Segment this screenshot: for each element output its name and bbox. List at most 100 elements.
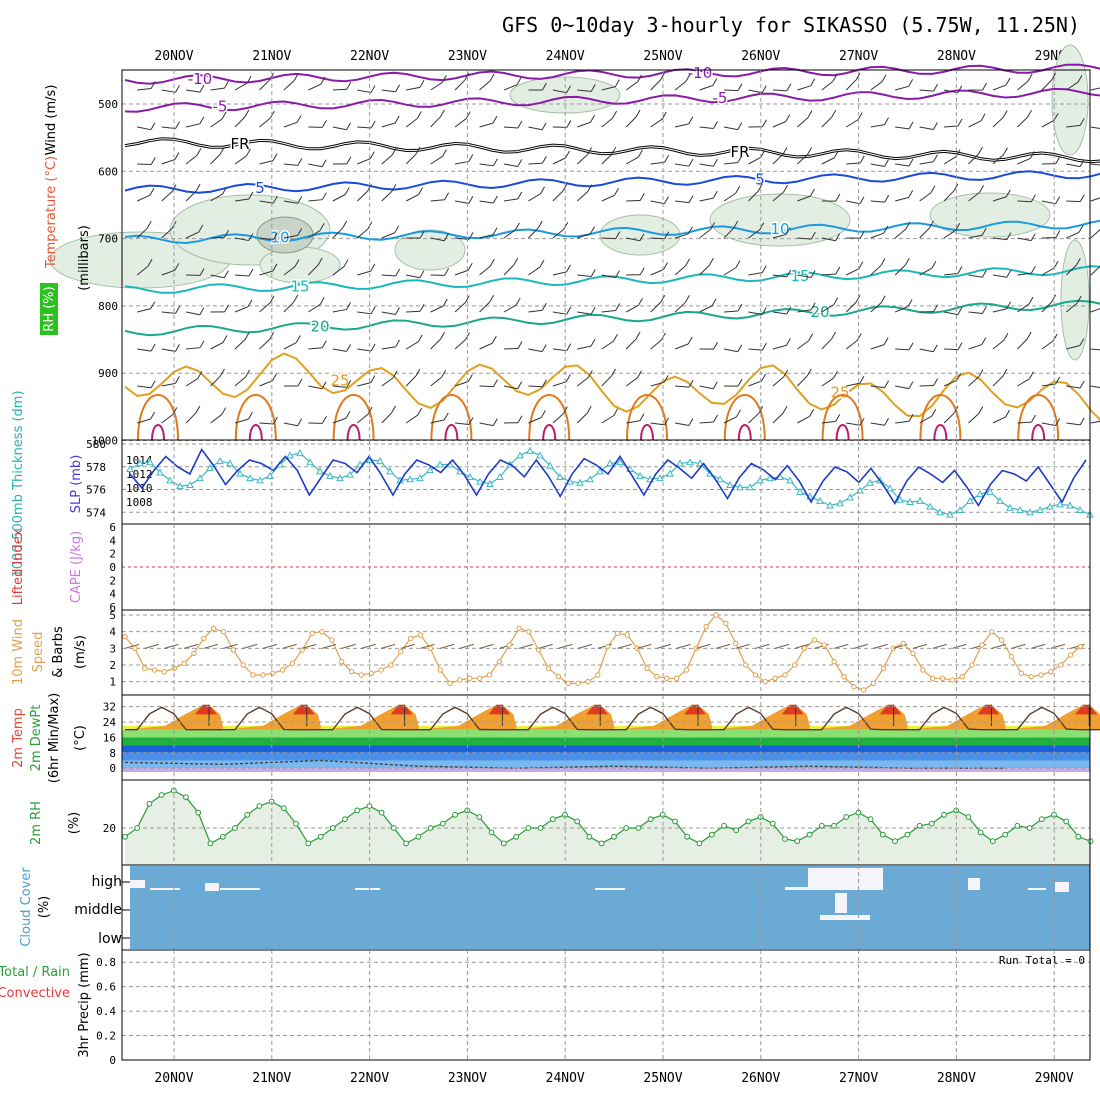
wind-barb-flag [566, 306, 572, 315]
surface-isotherm-warm [640, 424, 654, 441]
wind-barb [968, 191, 980, 202]
wind-barb-flag [417, 407, 423, 416]
surface-isotherm [332, 394, 375, 441]
isotherm-line [124, 63, 1100, 85]
wind-barb [137, 308, 151, 313]
thickness-point [796, 487, 804, 495]
wind-barb-flag [517, 381, 523, 390]
wind-barb-flag [932, 344, 938, 353]
rh2m-point [488, 829, 495, 836]
rh2m-point [378, 809, 385, 816]
surface-isotherm [234, 394, 277, 441]
wind-barb [161, 228, 173, 239]
wind10-point [585, 678, 591, 685]
wind10-point [358, 672, 365, 678]
rh2m-point [207, 840, 214, 847]
isotherm-label: 20 [310, 317, 329, 335]
wind10-point [851, 683, 857, 690]
thickness-point [1036, 505, 1044, 514]
wind10-point [930, 675, 936, 682]
wind-barb [1041, 267, 1055, 276]
rh2m-point [549, 816, 556, 823]
wind10-barb [164, 643, 179, 649]
wind-barb [357, 158, 371, 165]
wind10-point [122, 633, 128, 640]
wind-barb [650, 118, 663, 128]
wind-barb-flag [808, 333, 814, 341]
wind-barb-flag [344, 187, 350, 195]
wind10-barb [656, 643, 672, 649]
wind-barb-flag [712, 381, 718, 389]
wind-barb [674, 343, 689, 350]
wind-barb [943, 311, 958, 316]
wind-barb-flag [392, 370, 398, 379]
wind-barb [259, 160, 274, 165]
wind-barb-flag [248, 268, 254, 277]
wind-barb-flag [150, 301, 156, 309]
wind-barb [1090, 348, 1100, 351]
thickness-point [316, 467, 324, 475]
wind-barb [601, 237, 616, 240]
wind-barb [723, 192, 736, 202]
wind-barb-flag [639, 413, 645, 421]
wind-barb-flag [783, 184, 789, 193]
wind10-point [920, 667, 926, 673]
wind-barb [944, 125, 959, 128]
wind-barb-flag [541, 379, 547, 388]
wind10-barb [262, 643, 278, 649]
wind-barb [503, 347, 518, 350]
thickness-point [726, 480, 734, 488]
wind-barb-flag [615, 303, 621, 311]
wind-barb [601, 415, 614, 424]
wind-barb [381, 377, 394, 387]
wind-barb-flag [269, 332, 275, 340]
wind-barb-flag [614, 187, 619, 196]
wind10-point [870, 680, 877, 687]
wind-barb-flag [933, 304, 939, 312]
wind-barb [161, 414, 174, 424]
wind-barb [992, 237, 1007, 241]
thickness-point [896, 495, 904, 503]
wind-barb [430, 305, 444, 313]
wind-barb [283, 266, 296, 276]
rh2m-point [134, 825, 141, 831]
rh2m-point [329, 825, 336, 831]
wind-barb [405, 414, 418, 424]
wind-barb-flag [247, 299, 253, 307]
wind-barb-flag [786, 338, 791, 346]
wind-barb-flag [978, 369, 984, 377]
wind-barb [1090, 229, 1100, 239]
wind-barb-flag [391, 147, 397, 156]
wind10-barb [479, 643, 494, 649]
wind-barb-flag [955, 222, 961, 231]
wind-barb-flag [586, 405, 592, 414]
isotherm-line [124, 219, 1100, 245]
wind-barb-flag [563, 221, 569, 230]
wind-barb-flag [391, 405, 396, 414]
wind-barb [1017, 80, 1029, 91]
rh2m-point [476, 814, 483, 820]
wind-barb-flag [907, 299, 913, 307]
wind-barb [846, 119, 859, 128]
wind10-point [348, 668, 355, 675]
wind-barb [259, 237, 274, 241]
wind-barb-flag [248, 233, 254, 241]
rh2m-point [928, 820, 935, 827]
wind10-barb [991, 643, 1006, 649]
wind-barb-flag [664, 154, 669, 163]
wind-barb [308, 385, 323, 390]
wind-barb-flag [442, 298, 448, 307]
wind-barb-flag [590, 269, 596, 277]
wind-tick-label: 4 [109, 626, 116, 639]
wind-barb-flag [977, 146, 983, 155]
wind-barb-flag [321, 192, 327, 200]
wind-barb [577, 274, 592, 277]
wind-barb [626, 199, 641, 202]
surface-isotherm [723, 394, 766, 441]
wind-barb-flag [981, 227, 987, 236]
wind-barb [332, 266, 345, 276]
date-label-bottom: 25NOV [643, 1071, 682, 1086]
wind-barb-flag [880, 295, 886, 303]
wind-barb-flag [293, 294, 299, 303]
cape-tick-label: 6 [109, 521, 116, 534]
